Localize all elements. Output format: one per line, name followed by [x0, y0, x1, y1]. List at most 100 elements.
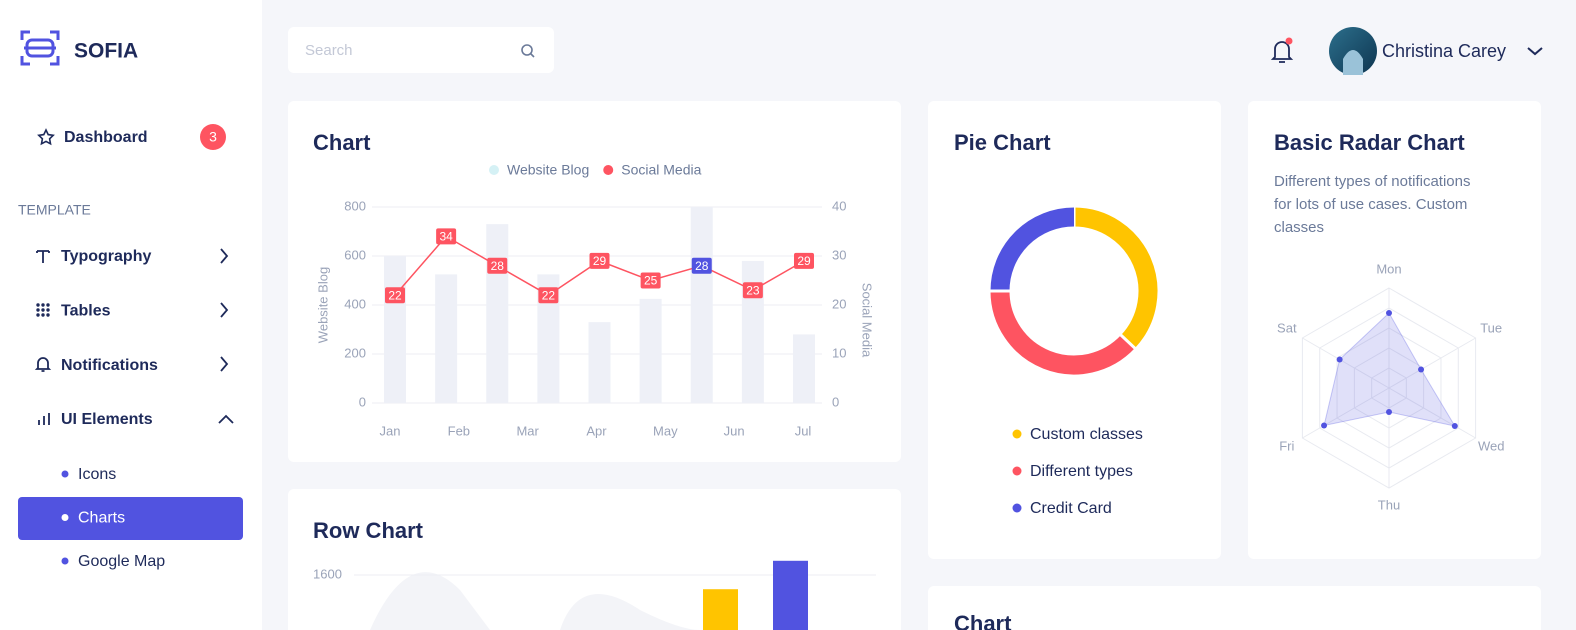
- x-tick-label: Jul: [795, 423, 812, 438]
- bar: [741, 260, 764, 403]
- search-placeholder: Search: [305, 42, 353, 59]
- legend-dot: [1012, 429, 1022, 439]
- y-tick-label: 800: [344, 198, 366, 213]
- y2-tick-label: 10: [832, 345, 846, 360]
- card-title: Chart: [954, 611, 1012, 630]
- data-label-box: [589, 252, 610, 269]
- radar-label: Wed: [1478, 438, 1505, 453]
- radar-label: Fri: [1279, 438, 1294, 453]
- radar-spoke: [1302, 337, 1390, 389]
- description: for lots of use cases. Custom: [1274, 196, 1467, 213]
- active-item: [18, 497, 243, 540]
- data-label-box: [487, 257, 508, 274]
- bullet: [61, 557, 69, 565]
- radar-point: [1386, 310, 1392, 316]
- radar-point: [1321, 422, 1328, 429]
- data-label: 23: [746, 283, 760, 297]
- bar: [639, 298, 662, 403]
- menu-item[interactable]: Typography: [61, 248, 151, 265]
- legend-label[interactable]: Website Blog: [507, 162, 589, 178]
- card: [288, 101, 901, 462]
- data-label: 25: [644, 274, 658, 288]
- card-title: Pie Chart: [954, 130, 1051, 155]
- legend-dot: [1012, 503, 1022, 513]
- search-box[interactable]: [288, 27, 554, 73]
- bullet: [61, 514, 69, 521]
- radar-spoke: [1388, 387, 1476, 439]
- menu-item[interactable]: Dashboard: [64, 129, 148, 146]
- brand: SOFIA: [74, 40, 138, 63]
- bar: [690, 207, 713, 403]
- y-tick-label: 600: [344, 247, 366, 262]
- data-label-box: [691, 257, 712, 274]
- y-tick-label: 400: [344, 296, 366, 311]
- badge-count: 3: [209, 129, 217, 145]
- user-name[interactable]: Christina Carey: [1382, 41, 1506, 61]
- legend-label[interactable]: Custom classes: [1030, 426, 1143, 443]
- section-label: TEMPLATE: [18, 202, 91, 218]
- card: [928, 101, 1221, 559]
- donut-segment: [1073, 207, 1158, 349]
- y-tick-label: 0: [359, 394, 366, 409]
- logo: [20, 30, 60, 66]
- data-label: 22: [542, 288, 556, 302]
- legend-dot: [1012, 466, 1022, 476]
- card: [928, 586, 1541, 630]
- submenu-item[interactable]: Charts: [78, 510, 125, 527]
- x-tick-label: Mar: [516, 423, 539, 438]
- card: [1248, 101, 1541, 559]
- data-label: 22: [388, 288, 402, 302]
- radar-spoke: [1302, 387, 1390, 439]
- y2-tick-label: 20: [832, 296, 846, 311]
- legend-label[interactable]: Credit Card: [1030, 500, 1112, 517]
- bullet: [61, 470, 69, 478]
- data-label: 28: [695, 259, 709, 273]
- y-axis-title: Website Blog: [315, 267, 330, 343]
- data-label: 29: [797, 254, 811, 268]
- data-label: 29: [593, 254, 607, 268]
- bar: [703, 589, 738, 630]
- radar-spoke: [1388, 337, 1476, 389]
- badge: [200, 124, 226, 150]
- bar: [537, 274, 560, 403]
- submenu-item[interactable]: Icons: [78, 466, 116, 483]
- card-title: Row Chart: [313, 518, 424, 543]
- submenu-item[interactable]: Google Map: [78, 553, 165, 570]
- data-label-box: [640, 272, 661, 289]
- y-tick-label: 200: [344, 345, 366, 360]
- x-tick-label: Feb: [448, 423, 470, 438]
- donut-segment: [990, 207, 1075, 292]
- bar: [588, 322, 611, 403]
- data-label: 34: [439, 230, 453, 244]
- y2-tick-label: 0: [832, 394, 839, 409]
- radar-point: [1418, 366, 1425, 373]
- legend-dot: [489, 165, 499, 175]
- y2-tick-label: 30: [832, 247, 846, 262]
- x-tick-label: Jun: [724, 423, 745, 438]
- legend-label[interactable]: Social Media: [621, 162, 701, 178]
- legend-dot: [603, 165, 614, 175]
- description: Different types of notifications: [1274, 173, 1471, 190]
- donut-segment: [990, 290, 1135, 375]
- radar-label: Mon: [1376, 261, 1401, 276]
- data-label-box: [436, 228, 457, 245]
- radar-point: [1336, 356, 1343, 363]
- data-label-box: [538, 287, 559, 304]
- menu-item[interactable]: Notifications: [61, 357, 158, 374]
- radar-label: Sat: [1277, 320, 1297, 335]
- radar-point: [1451, 423, 1458, 429]
- bar: [384, 256, 406, 403]
- menu-item[interactable]: UI Elements: [61, 411, 153, 428]
- segment-gap: [1118, 333, 1137, 351]
- radar-point: [1386, 409, 1392, 415]
- data-label-box: [742, 282, 763, 299]
- bell[interactable]: [1270, 41, 1294, 63]
- card-title: Chart: [313, 130, 371, 155]
- avatar-figure: [1343, 50, 1363, 75]
- menu-item[interactable]: Tables: [61, 303, 111, 320]
- y2-axis-title: Social Media: [860, 283, 875, 358]
- y-tick-label: 1600: [313, 566, 342, 581]
- bell-dot: [1285, 37, 1293, 45]
- x-tick-label: May: [653, 423, 678, 438]
- legend-label[interactable]: Different types: [1030, 463, 1133, 480]
